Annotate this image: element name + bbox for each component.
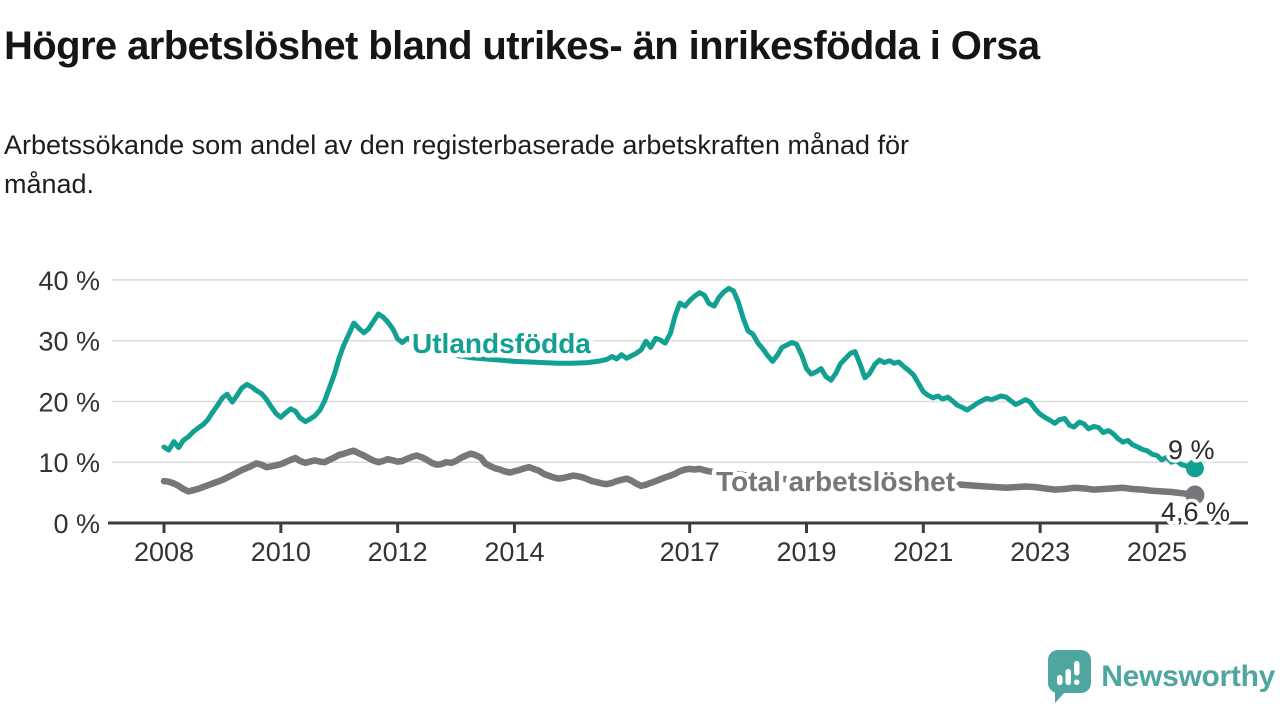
x-tick-label-2010: 2010 xyxy=(251,537,311,567)
x-tick-label-2025: 2025 xyxy=(1127,537,1187,567)
newsworthy-speech-bubble-barchart-icon xyxy=(1048,650,1092,703)
x-tick-label-2012: 2012 xyxy=(368,537,428,567)
series-line-total-arbetsl-shet xyxy=(160,447,1199,499)
x-tick-label-2017: 2017 xyxy=(660,537,720,567)
series-end-value-total-arbetsl-shet: 4,6 % xyxy=(1161,497,1230,527)
x-tick-label-2019: 2019 xyxy=(776,537,836,567)
series-label-utlandsf-dda: Utlandsfödda xyxy=(412,328,591,359)
x-tick-label-2014: 2014 xyxy=(484,537,544,567)
series-end-value-utlandsf-dda: 9 % xyxy=(1168,435,1215,465)
newsworthy-logo: Newsworthy xyxy=(1046,649,1275,704)
chart-title: Högre arbetslöshet bland utrikes- än inr… xyxy=(4,24,1040,68)
chart-subtitle: Arbetssökande som andel av den registerb… xyxy=(4,126,1204,204)
y-tick-label-40: 40 % xyxy=(38,266,100,296)
series-line-utlandsf-dda xyxy=(161,285,1198,472)
x-tick-label-2021: 2021 xyxy=(893,537,953,567)
x-tick-label-2008: 2008 xyxy=(134,537,194,567)
series-label-total-arbetsl-shet: Total arbetslöshet xyxy=(716,466,955,497)
series-end-dot-utlandsf-dda xyxy=(1185,459,1204,478)
chart-subtitle-line-2: månad. xyxy=(4,169,95,199)
y-tick-label-20: 20 % xyxy=(38,387,100,417)
series-end-dot-total-arbetsl-shet xyxy=(1185,485,1205,505)
y-tick-label-30: 30 % xyxy=(38,327,100,357)
y-tick-label-0: 0 % xyxy=(53,509,100,539)
y-tick-label-10: 10 % xyxy=(38,448,100,478)
x-tick-label-2023: 2023 xyxy=(1010,537,1070,567)
newsworthy-logo-text: Newsworthy xyxy=(1101,659,1275,693)
chart-subtitle-line-1: Arbetssökande som andel av den registerb… xyxy=(4,130,910,160)
